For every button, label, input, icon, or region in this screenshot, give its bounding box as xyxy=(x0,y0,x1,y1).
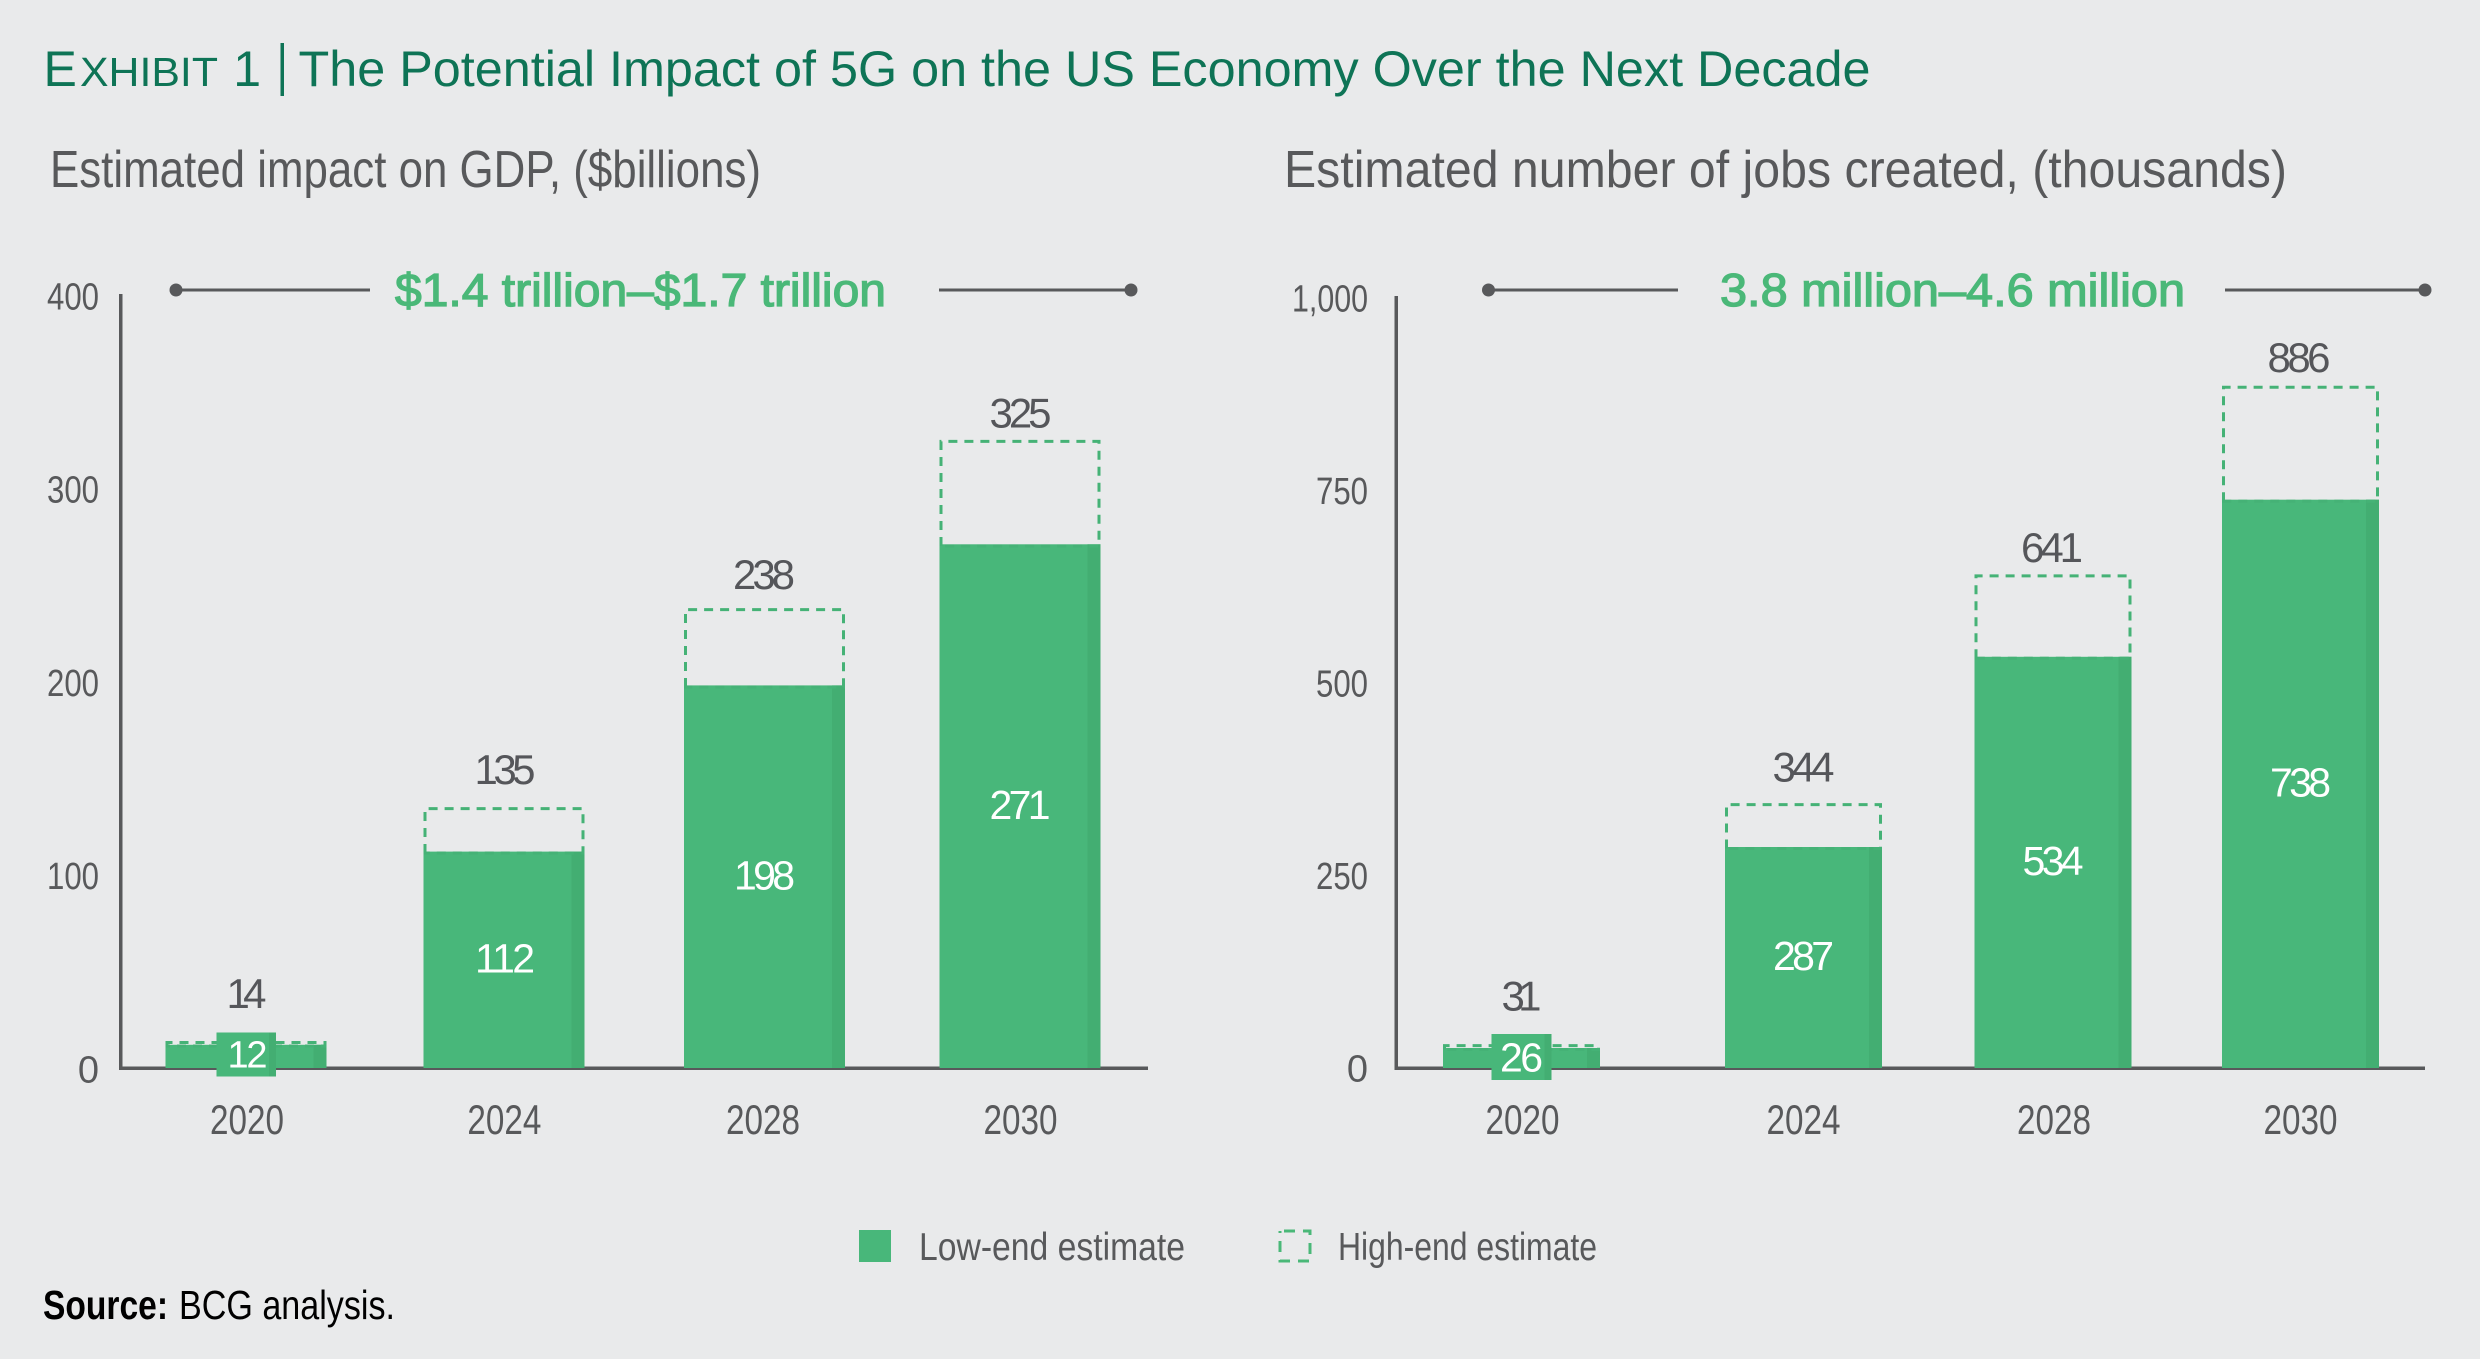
svg-text:Source:: Source: xyxy=(43,1282,168,1328)
svg-text:26: 26 xyxy=(1500,1035,1543,1081)
svg-text:271: 271 xyxy=(990,782,1051,828)
svg-text:198: 198 xyxy=(734,853,795,899)
svg-text:500: 500 xyxy=(1316,663,1368,705)
svg-text:The Potential Impact of 5G on: The Potential Impact of 5G on the US Eco… xyxy=(299,41,1871,97)
svg-text:534: 534 xyxy=(2023,838,2084,884)
svg-text:High-end estimate: High-end estimate xyxy=(1338,1226,1597,1269)
svg-text:886: 886 xyxy=(2268,334,2331,381)
svg-text:0: 0 xyxy=(78,1049,99,1091)
svg-text:287: 287 xyxy=(1773,933,1834,979)
svg-text:2020: 2020 xyxy=(210,1096,284,1143)
svg-text:2024: 2024 xyxy=(1767,1096,1841,1143)
svg-text:14: 14 xyxy=(227,970,267,1017)
svg-text:100: 100 xyxy=(47,856,99,898)
svg-text:Estimated impact on GDP, ($bil: Estimated impact on GDP, ($billions) xyxy=(50,141,761,199)
svg-text:1,000: 1,000 xyxy=(1292,278,1368,320)
svg-text:250: 250 xyxy=(1316,856,1368,898)
svg-text:200: 200 xyxy=(47,663,99,705)
svg-text:0: 0 xyxy=(1347,1048,1368,1090)
svg-text:2030: 2030 xyxy=(984,1096,1058,1143)
svg-text:238: 238 xyxy=(733,551,795,598)
svg-text:135: 135 xyxy=(475,746,536,793)
svg-text:2028: 2028 xyxy=(2017,1096,2091,1143)
svg-text:112: 112 xyxy=(475,936,535,982)
svg-text:2028: 2028 xyxy=(726,1096,800,1143)
svg-text:1: 1 xyxy=(233,41,261,97)
svg-text:400: 400 xyxy=(47,276,99,318)
svg-text:641: 641 xyxy=(2021,524,2083,571)
svg-text:325: 325 xyxy=(990,390,1052,437)
svg-text:344: 344 xyxy=(1773,744,1835,791)
svg-text:750: 750 xyxy=(1316,471,1368,513)
svg-text:BCG analysis.: BCG analysis. xyxy=(179,1282,395,1328)
svg-text:2030: 2030 xyxy=(2264,1096,2338,1143)
svg-text:3.8 million–4.6 million: 3.8 million–4.6 million xyxy=(1720,264,2185,316)
svg-text:$1.4 trillion–$1.7 trillion: $1.4 trillion–$1.7 trillion xyxy=(395,264,886,316)
svg-text:300: 300 xyxy=(47,470,99,512)
svg-text:2024: 2024 xyxy=(467,1096,541,1143)
svg-text:12: 12 xyxy=(228,1035,268,1077)
svg-text:XHIBIT: XHIBIT xyxy=(80,49,218,95)
svg-text:Estimated number of jobs creat: Estimated number of jobs created, (thous… xyxy=(1284,141,2287,199)
svg-text:738: 738 xyxy=(2270,760,2331,806)
svg-text:Low-end estimate: Low-end estimate xyxy=(919,1226,1185,1269)
svg-text:2020: 2020 xyxy=(1486,1096,1560,1143)
svg-text:E: E xyxy=(44,41,77,97)
svg-text:31: 31 xyxy=(1502,973,1542,1020)
